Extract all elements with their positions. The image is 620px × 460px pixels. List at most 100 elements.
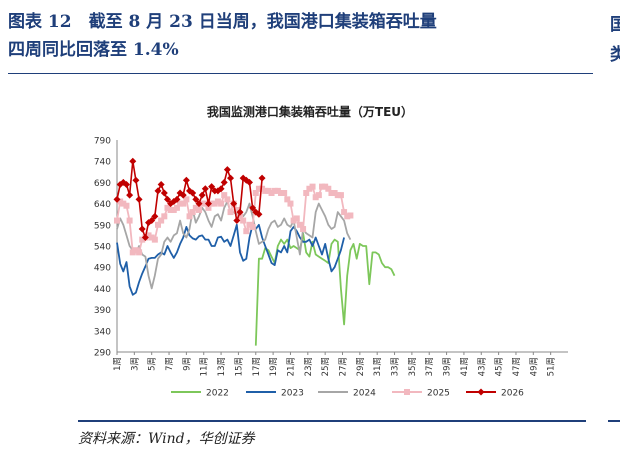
marker-2025	[284, 196, 291, 203]
x-tick-label: 35周	[408, 357, 418, 376]
marker-2026	[160, 189, 168, 197]
marker-2026	[141, 234, 149, 242]
marker-2025	[290, 217, 297, 224]
y-tick-label: 590	[94, 221, 111, 231]
marker-2025	[177, 200, 184, 207]
y-tick-label: 740	[94, 158, 111, 168]
marker-2026	[163, 195, 171, 203]
marker-2026	[217, 185, 225, 193]
source-note: 资料来源：Wind，华创证券	[78, 431, 255, 447]
marker-2026	[195, 200, 203, 208]
marker-2025	[164, 204, 171, 211]
x-tick-label: 5周	[148, 357, 158, 371]
marker-2025	[287, 200, 294, 207]
legend-label-2022: 2022	[206, 389, 229, 399]
x-tick-label: 39周	[443, 357, 453, 376]
x-tick-label: 31周	[373, 357, 383, 376]
marker-2026	[113, 195, 121, 203]
marker-2025	[312, 194, 319, 201]
series-line-2022	[254, 232, 396, 346]
marker-2025	[309, 183, 316, 190]
marker-2025	[173, 204, 180, 211]
marker-2025	[186, 213, 193, 220]
marker-2025	[344, 213, 351, 220]
marker-2025	[139, 236, 146, 243]
marker-2025	[205, 204, 212, 211]
x-tick-label: 7周	[165, 357, 175, 371]
marker-2026	[204, 200, 212, 208]
next-column-char-2: 类	[610, 45, 620, 65]
marker-2026	[249, 204, 257, 212]
marker-2026	[126, 191, 134, 199]
marker-2026	[220, 178, 228, 186]
marker-2025	[114, 217, 120, 224]
marker-2025	[126, 217, 133, 224]
marker-2026	[179, 191, 187, 199]
marker-2025	[158, 217, 165, 224]
marker-2025	[262, 187, 269, 194]
marker-2025	[315, 192, 322, 199]
marker-2025	[347, 212, 354, 219]
y-tick-label: 790	[94, 137, 111, 147]
marker-2026	[230, 200, 238, 208]
x-tick-label: 21周	[286, 357, 296, 376]
x-tick-label: 27周	[339, 357, 349, 376]
y-tick-label: 390	[94, 306, 111, 316]
y-tick-label: 290	[94, 349, 111, 359]
x-tick-label: 1周	[113, 357, 123, 371]
marker-2026	[258, 174, 266, 182]
marker-2025	[155, 221, 161, 228]
marker-2026	[255, 210, 263, 218]
marker-2026	[236, 208, 244, 216]
figure-title: 图表 12 截至 8 月 23 日当周，我国港口集装箱吞吐量 四周同比回落至 1…	[8, 8, 593, 64]
source-rule	[78, 420, 586, 422]
marker-2026	[198, 191, 206, 199]
marker-2025	[281, 190, 288, 196]
marker-2025	[271, 187, 278, 194]
marker-2025	[293, 215, 300, 222]
marker-2026	[208, 183, 216, 191]
marker-2025	[259, 185, 266, 192]
x-tick-label: 19周	[269, 357, 279, 376]
legend-label-2024: 2024	[353, 389, 376, 399]
marker-2025	[306, 185, 313, 192]
marker-2026	[201, 185, 209, 193]
marker-2025	[196, 206, 202, 213]
marker-2026	[138, 225, 146, 233]
marker-2025	[268, 190, 275, 196]
marker-2025	[278, 190, 284, 196]
marker-2025	[319, 183, 325, 190]
x-tick-label: 29周	[356, 357, 366, 376]
marker-2025	[341, 209, 348, 216]
marker-2026	[182, 176, 190, 184]
x-tick-label: 41周	[460, 357, 470, 376]
marker-2025	[303, 190, 310, 196]
marker-2025	[161, 213, 168, 220]
x-tick-label: 51周	[547, 357, 557, 376]
marker-2025	[255, 185, 262, 192]
marker-2025	[252, 190, 259, 196]
marker-2025	[331, 190, 338, 196]
series-line-2023	[116, 223, 345, 296]
marker-2025	[183, 196, 190, 203]
marker-2025	[237, 213, 243, 220]
marker-2026	[192, 195, 200, 203]
x-tick-label: 11周	[200, 357, 210, 376]
marker-2026	[135, 195, 143, 203]
marker-2025	[249, 223, 256, 230]
x-tick-label: 43周	[477, 357, 487, 376]
marker-2026	[129, 157, 137, 165]
y-tick-label: 490	[94, 264, 111, 274]
marker-2026	[122, 181, 130, 189]
figure-title-line2: 四周同比回落至 1.4%	[8, 40, 179, 60]
marker-2025	[167, 206, 174, 213]
legend-label-2026: 2026	[501, 389, 524, 399]
x-tick-label: 45周	[495, 357, 505, 376]
marker-2025	[243, 228, 250, 235]
x-tick-label: 17周	[252, 357, 262, 376]
y-tick-label: 690	[94, 179, 111, 189]
marker-2026	[173, 195, 181, 203]
marker-2025	[246, 221, 253, 228]
x-tick-label: 25周	[321, 357, 331, 376]
